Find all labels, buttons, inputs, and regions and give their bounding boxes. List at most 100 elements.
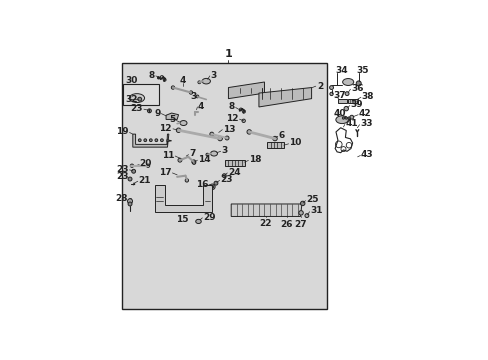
Text: 12: 12 — [159, 124, 171, 133]
Text: 27: 27 — [294, 220, 306, 229]
Bar — [122, 63, 326, 309]
Text: 13: 13 — [223, 125, 235, 134]
Circle shape — [305, 214, 308, 217]
Circle shape — [128, 202, 132, 206]
Circle shape — [143, 139, 146, 141]
Circle shape — [210, 185, 213, 188]
Circle shape — [345, 92, 348, 96]
Circle shape — [272, 136, 277, 141]
Text: 35: 35 — [355, 66, 367, 75]
Text: 25: 25 — [305, 195, 318, 204]
Circle shape — [127, 199, 132, 204]
Text: 23: 23 — [220, 175, 232, 184]
Text: 19: 19 — [116, 127, 128, 136]
Circle shape — [344, 107, 348, 111]
Text: 17: 17 — [159, 168, 171, 177]
Text: 23: 23 — [130, 104, 143, 113]
Circle shape — [298, 211, 303, 215]
Text: 39: 39 — [350, 100, 362, 109]
Circle shape — [205, 153, 208, 156]
Text: 4: 4 — [179, 76, 185, 85]
Circle shape — [185, 179, 188, 182]
Text: 26: 26 — [280, 220, 292, 229]
Polygon shape — [337, 99, 346, 103]
Polygon shape — [228, 82, 264, 99]
Circle shape — [128, 177, 132, 181]
Circle shape — [176, 128, 181, 132]
Text: 40: 40 — [333, 109, 346, 118]
Text: 31: 31 — [309, 206, 322, 215]
Circle shape — [349, 115, 353, 119]
Polygon shape — [133, 134, 168, 147]
Ellipse shape — [180, 121, 186, 126]
Circle shape — [345, 117, 346, 119]
Text: 21: 21 — [138, 176, 150, 185]
Polygon shape — [166, 113, 178, 120]
Circle shape — [209, 184, 215, 190]
Circle shape — [155, 139, 158, 141]
Circle shape — [224, 136, 228, 140]
Circle shape — [191, 160, 195, 164]
Ellipse shape — [202, 78, 210, 84]
Circle shape — [146, 164, 149, 167]
Text: 3: 3 — [190, 92, 196, 101]
Text: 4: 4 — [198, 102, 204, 111]
Circle shape — [342, 117, 344, 119]
Text: 32: 32 — [125, 95, 138, 104]
Polygon shape — [267, 142, 284, 148]
Text: 36: 36 — [350, 84, 363, 93]
Text: 7: 7 — [189, 149, 195, 158]
Text: 5: 5 — [169, 116, 175, 125]
Circle shape — [214, 181, 218, 185]
Text: 30: 30 — [125, 76, 138, 85]
Text: 1: 1 — [224, 49, 232, 59]
Text: 2: 2 — [317, 82, 323, 91]
Circle shape — [138, 97, 142, 101]
Ellipse shape — [342, 78, 353, 85]
Circle shape — [192, 161, 195, 164]
Text: 38: 38 — [361, 92, 373, 101]
Text: 29: 29 — [203, 213, 215, 222]
Text: 34: 34 — [334, 66, 347, 75]
Text: 22: 22 — [259, 219, 271, 228]
Circle shape — [171, 86, 174, 89]
Ellipse shape — [335, 116, 347, 123]
Circle shape — [242, 119, 245, 122]
Text: 14: 14 — [198, 155, 210, 164]
Polygon shape — [224, 160, 244, 166]
Text: 43: 43 — [360, 150, 373, 159]
Circle shape — [196, 95, 198, 98]
Circle shape — [347, 117, 349, 119]
Circle shape — [355, 81, 361, 86]
Circle shape — [157, 77, 160, 79]
Text: 33: 33 — [359, 119, 372, 128]
Text: 41: 41 — [345, 119, 357, 128]
Text: 8: 8 — [148, 71, 155, 80]
Ellipse shape — [129, 94, 144, 103]
Circle shape — [130, 164, 133, 167]
Text: 37: 37 — [333, 91, 346, 100]
Circle shape — [218, 136, 222, 141]
Circle shape — [222, 174, 226, 177]
Text: 16: 16 — [196, 180, 208, 189]
Text: 28: 28 — [115, 194, 128, 203]
Circle shape — [160, 139, 163, 141]
Circle shape — [131, 169, 135, 173]
Circle shape — [329, 86, 333, 90]
Circle shape — [147, 109, 151, 113]
Text: 23: 23 — [116, 172, 128, 181]
Polygon shape — [347, 99, 357, 103]
Polygon shape — [231, 204, 301, 216]
Text: 42: 42 — [358, 109, 370, 118]
Ellipse shape — [210, 151, 217, 156]
Bar — [122, 84, 158, 105]
Text: 10: 10 — [289, 139, 301, 148]
Text: 9: 9 — [154, 109, 160, 118]
Circle shape — [198, 81, 200, 84]
Circle shape — [329, 92, 332, 96]
Circle shape — [149, 139, 152, 141]
Text: 23: 23 — [116, 165, 128, 174]
Polygon shape — [166, 140, 171, 141]
Circle shape — [178, 158, 182, 162]
Text: 3: 3 — [210, 71, 216, 80]
